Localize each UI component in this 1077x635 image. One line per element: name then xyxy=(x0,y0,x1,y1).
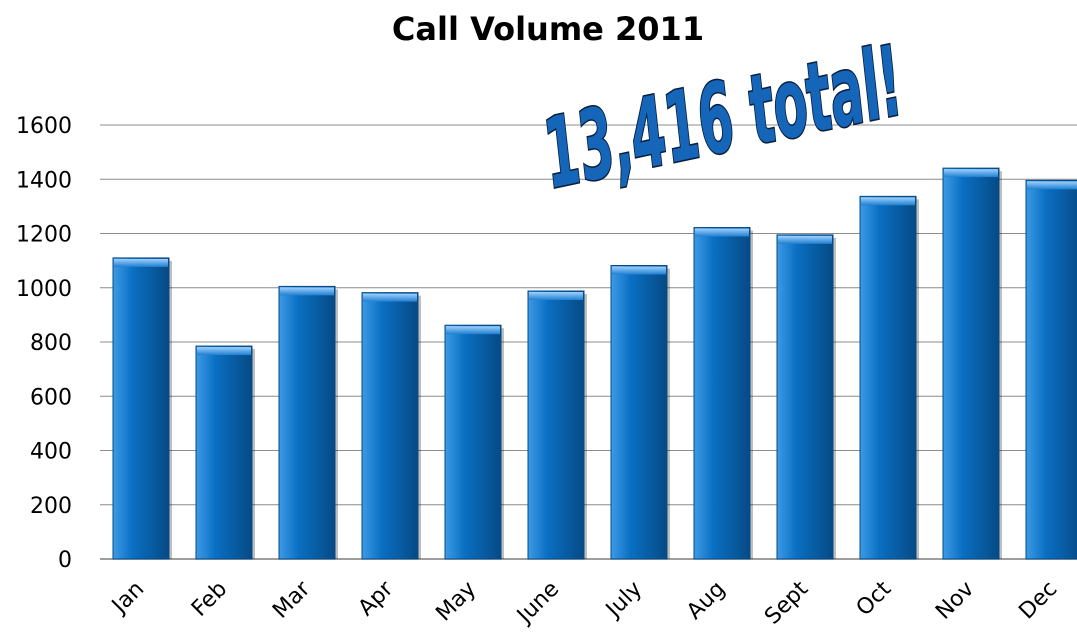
bar-body xyxy=(527,290,585,560)
y-axis-ticks: 0 200 400 600 800 1000 1200 1400 1600 xyxy=(16,114,72,573)
x-tick-label: July xyxy=(600,577,647,624)
bar-body xyxy=(361,292,419,560)
x-tick-label: Jan xyxy=(106,577,149,620)
total-annotation-text: 13,416 total! xyxy=(534,26,913,211)
bar-oct xyxy=(859,195,919,560)
total-annotation: 13,416 total! xyxy=(533,25,914,212)
bar-cap xyxy=(612,266,666,275)
x-tick-label: Oct xyxy=(852,576,897,621)
x-tick-label: Sept xyxy=(760,576,813,629)
bar-body xyxy=(776,234,834,560)
x-tick-label: Aug xyxy=(682,577,730,625)
bar-cap xyxy=(529,292,583,301)
y-tick-label: 600 xyxy=(30,385,72,410)
bar-feb xyxy=(195,345,255,560)
bar-cap xyxy=(363,293,417,302)
y-tick-label: 1600 xyxy=(16,114,72,139)
bar-body xyxy=(942,167,1000,560)
x-tick-label: Mar xyxy=(268,576,316,624)
bar-cap xyxy=(778,235,832,244)
bar-cap xyxy=(280,287,334,296)
x-axis-ticks: Jan Feb Mar Apr May June July Aug Sept Oct Nov Dec xyxy=(106,576,1062,630)
bar-cap xyxy=(695,228,749,237)
bars xyxy=(112,167,1077,560)
bar-body xyxy=(112,257,170,560)
bar-cap xyxy=(861,197,915,206)
bar-cap xyxy=(197,347,251,356)
bar-cap xyxy=(1027,181,1077,190)
bar-cap xyxy=(114,258,168,267)
bar-aug xyxy=(693,227,753,560)
bar-dec xyxy=(1025,179,1077,560)
x-tick-label: May xyxy=(431,577,481,627)
bar-body xyxy=(444,324,502,560)
x-tick-label: Apr xyxy=(354,576,399,621)
bar-body xyxy=(1025,179,1077,560)
bar-cap xyxy=(446,326,500,335)
x-tick-label: Nov xyxy=(931,577,979,625)
bar-body xyxy=(278,285,336,560)
bar-body xyxy=(195,345,253,560)
bar-may xyxy=(444,324,504,560)
y-tick-label: 1000 xyxy=(16,277,72,302)
bar-jan xyxy=(112,257,172,560)
bar-body xyxy=(610,265,668,560)
y-tick-label: 200 xyxy=(30,494,72,519)
y-tick-label: 1400 xyxy=(16,168,72,193)
bar-sept xyxy=(776,234,836,560)
y-tick-label: 400 xyxy=(30,440,72,465)
x-tick-label: Dec xyxy=(1014,577,1062,625)
x-tick-label: Feb xyxy=(187,577,232,622)
bar-june xyxy=(527,290,587,560)
x-tick-label: June xyxy=(511,577,564,630)
bar-body xyxy=(859,195,917,560)
y-tick-label: 1200 xyxy=(16,223,72,248)
bar-nov xyxy=(942,167,1002,560)
bar-cap xyxy=(944,169,998,178)
y-tick-label: 800 xyxy=(30,331,72,356)
y-tick-label: 0 xyxy=(58,548,72,573)
chart-title: Call Volume 2011 xyxy=(392,10,704,48)
bar-july xyxy=(610,265,670,560)
bar-apr xyxy=(361,292,421,560)
bar-body xyxy=(693,227,751,560)
bar-mar xyxy=(278,285,338,560)
